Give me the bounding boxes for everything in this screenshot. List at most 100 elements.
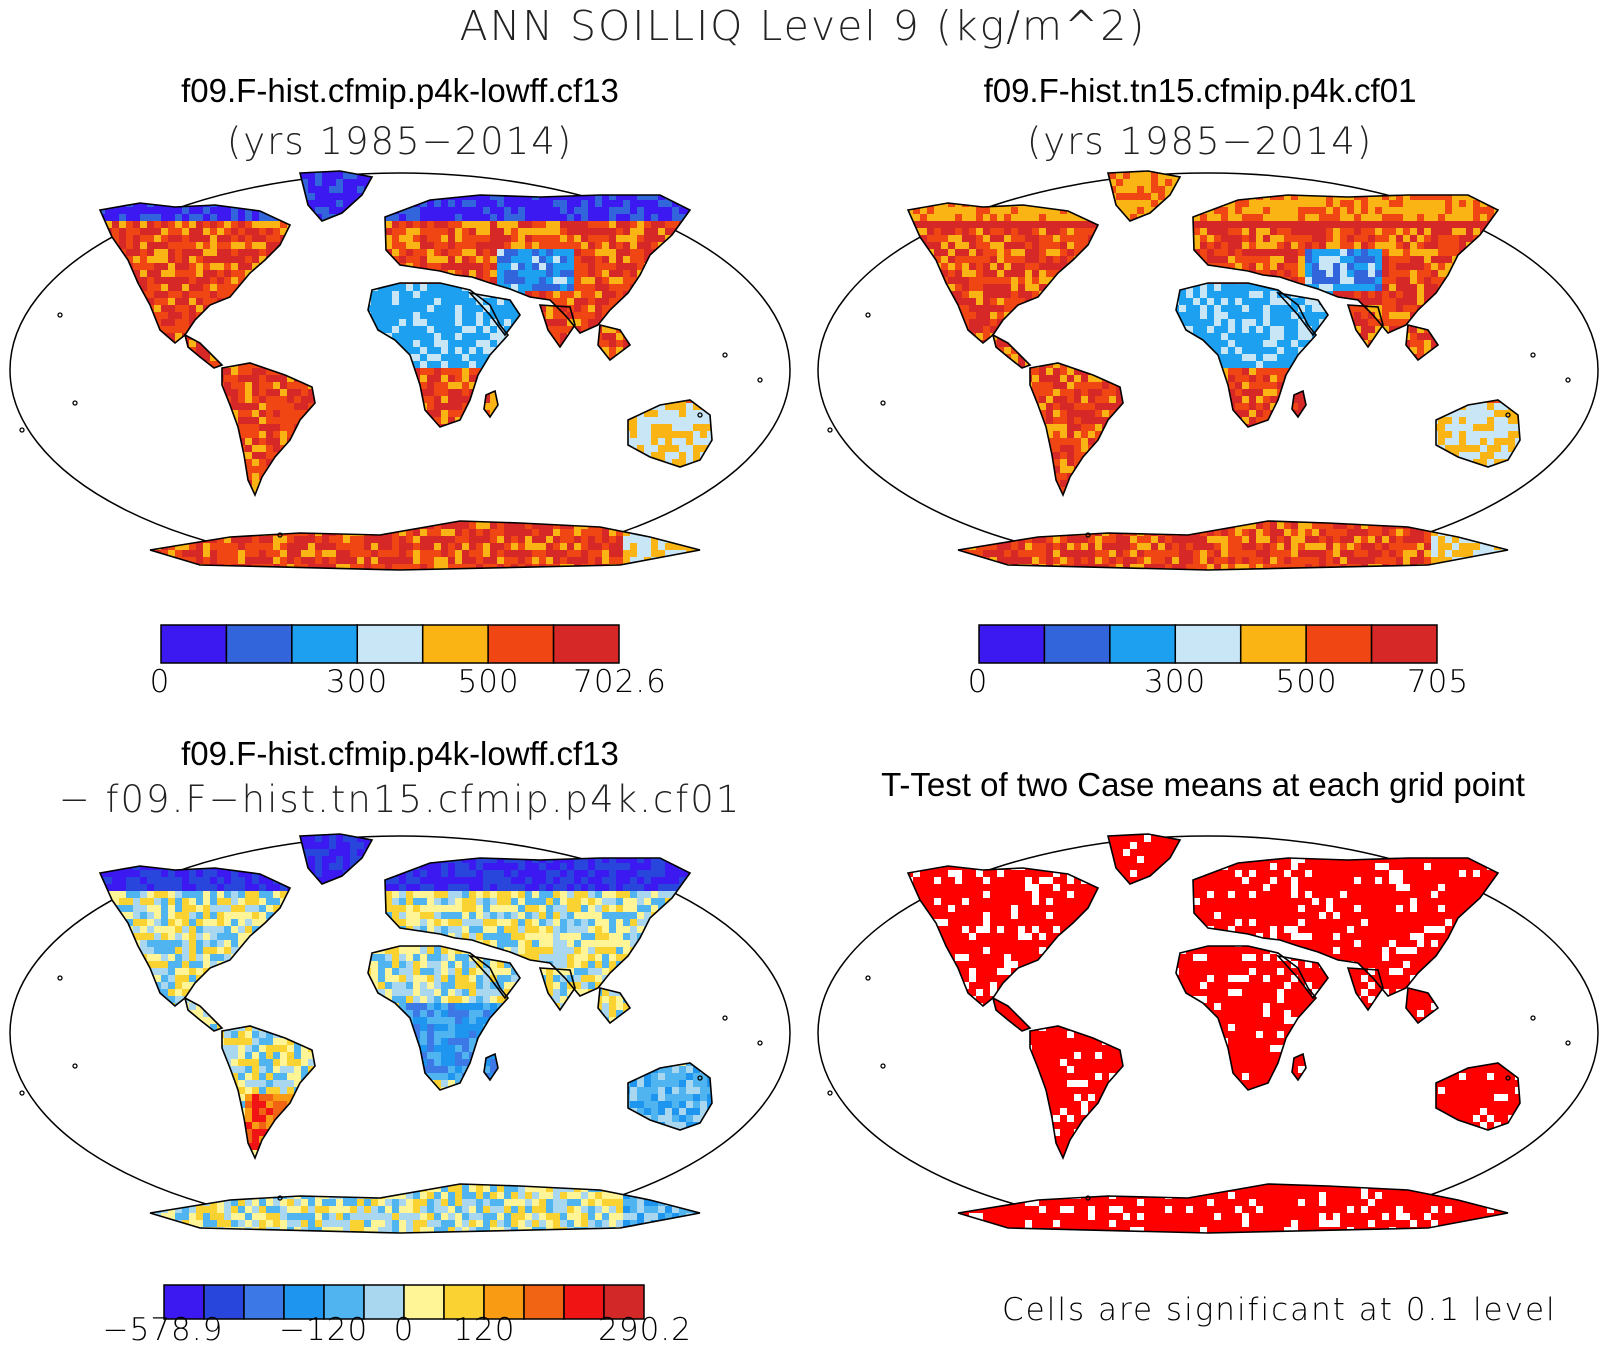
panel-4-title: T-Test of two Case means at each grid po…	[808, 766, 1598, 804]
colorbar-tick-label: 300	[326, 664, 388, 700]
colorbar-swatch	[1370, 624, 1438, 664]
coastline-australia	[1435, 1062, 1521, 1131]
island	[697, 1075, 703, 1081]
colorbar-tick-label: −578.9	[103, 1312, 224, 1348]
panel-3-title: f09.F-hist.cfmip.p4k-lowff.cf13	[80, 735, 720, 773]
colorbar-tick-label: 500	[457, 664, 519, 700]
island	[722, 352, 728, 358]
panel-2-title: f09.F-hist.tn15.cfmip.p4k.cf01	[880, 72, 1520, 110]
coastline-greenland	[298, 170, 374, 222]
coastline-centralAm	[991, 333, 1032, 369]
coastline-eurasia	[384, 194, 692, 334]
coastline-arabia	[1275, 954, 1329, 1000]
colorbar-case1-labels: 0 300 500 702.6	[150, 664, 666, 704]
island	[72, 1063, 78, 1069]
coastline-africa	[1175, 282, 1318, 428]
coastline-southAmerica	[1029, 362, 1124, 498]
coastline-eurasia	[1192, 194, 1500, 334]
colorbar-tick-label: 120	[453, 1312, 515, 1348]
island	[757, 1040, 763, 1046]
coastline-africa	[1175, 945, 1318, 1091]
coastline-seasia	[1405, 986, 1440, 1025]
significance-note: Cells are significant at 0.1 level	[1002, 1292, 1557, 1328]
coastline-arabia	[1275, 291, 1329, 337]
coastline-madagascar	[1291, 1052, 1307, 1082]
coastline-antarctica	[957, 520, 1509, 571]
colorbar-tick-label: 290.2	[598, 1312, 692, 1348]
colorbar-difference	[163, 1284, 645, 1320]
coastline-madagascar	[483, 1052, 499, 1082]
colorbar-tick-label: 0	[394, 1312, 415, 1348]
island	[19, 427, 25, 433]
colorbar-case2	[978, 624, 1438, 664]
colorbar-swatch	[978, 624, 1046, 664]
panel-3-subtitle: − f09.F−hist.tn15.cfmip.p4k.cf01	[30, 778, 770, 821]
coastline-northAmerica	[98, 202, 292, 345]
coastline-northAmerica	[906, 865, 1100, 1008]
coastline-seasia	[597, 986, 632, 1025]
island	[1530, 1015, 1536, 1021]
colorbar-swatch	[1043, 624, 1111, 664]
colorbar-tick-label: 500	[1275, 664, 1337, 700]
island	[827, 427, 833, 433]
island	[1085, 1195, 1091, 1201]
colorbar-swatch	[487, 624, 555, 664]
map-case1	[9, 170, 791, 571]
coastline-seasia	[597, 323, 632, 362]
coastline-antarctica	[149, 1183, 701, 1234]
colorbar-case1	[160, 624, 620, 664]
coastline-australia	[627, 399, 713, 468]
island	[880, 400, 886, 406]
colorbar-tick-label: −120	[279, 1312, 368, 1348]
island	[1565, 377, 1571, 383]
colorbar-swatch	[443, 1284, 485, 1320]
coastline-northAmerica	[98, 865, 292, 1008]
coastline-antarctica	[149, 520, 701, 571]
panel-1-title: f09.F-hist.cfmip.p4k-lowff.cf13	[80, 72, 720, 110]
colorbar-swatch	[552, 624, 620, 664]
coastline-arabia	[467, 291, 521, 337]
coastline-arabia	[467, 954, 521, 1000]
coastline-antarctica	[957, 1183, 1509, 1234]
colorbar-swatch	[1305, 624, 1373, 664]
panel-1-subtitle: (yrs 1985−2014)	[80, 120, 720, 163]
coastline-africa	[367, 945, 510, 1091]
colorbar-swatch	[483, 1284, 525, 1320]
coastline-madagascar	[1291, 389, 1307, 419]
island	[865, 312, 871, 318]
colorbar-swatch	[356, 624, 424, 664]
colorbar-tick-label: 300	[1144, 664, 1206, 700]
island	[277, 532, 283, 538]
colorbar-tick-label: 0	[150, 664, 171, 700]
colorbar-swatch	[291, 624, 359, 664]
panel-2-subtitle: (yrs 1985−2014)	[880, 120, 1520, 163]
colorbar-difference-labels: −578.9 −120 0 120 290.2	[103, 1312, 691, 1352]
colorbar-swatch	[523, 1284, 565, 1320]
coastline-australia	[627, 1062, 713, 1131]
colorbar-swatch	[363, 1284, 405, 1320]
island	[697, 412, 703, 418]
colorbar-swatch	[163, 1284, 205, 1320]
map-difference	[9, 833, 791, 1234]
colorbar-tick-label: 0	[968, 664, 989, 700]
coastline-centralAm	[183, 996, 224, 1032]
map-ttest	[817, 833, 1599, 1234]
coastline-australia	[1435, 399, 1521, 468]
colorbar-swatch	[1109, 624, 1177, 664]
coastline-northAmerica	[906, 202, 1100, 345]
map-case2	[817, 170, 1599, 571]
coastline-india	[538, 304, 576, 349]
island	[757, 377, 763, 383]
coastline-centralAm	[183, 333, 224, 369]
colorbar-case2-labels: 0 300 500 705	[968, 664, 1468, 704]
coastline-india	[1346, 967, 1384, 1012]
coastline-madagascar	[483, 389, 499, 419]
island	[880, 1063, 886, 1069]
coastline-eurasia	[1192, 857, 1500, 997]
colorbar-swatch	[603, 1284, 645, 1320]
island	[277, 1195, 283, 1201]
island	[1565, 1040, 1571, 1046]
coastline-india	[1346, 304, 1384, 349]
colorbar-swatch	[1174, 624, 1242, 664]
island	[865, 975, 871, 981]
